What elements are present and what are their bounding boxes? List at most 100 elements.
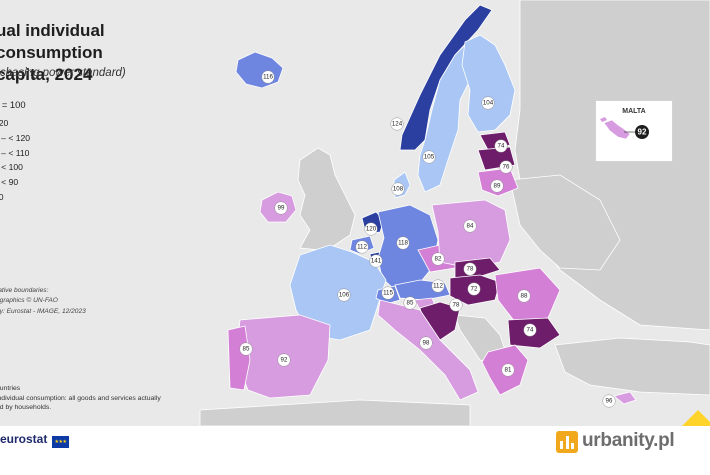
spain-value-marker: [277, 353, 291, 367]
legend-header: 0 = 100: [0, 99, 26, 110]
malta-value-label: 92: [638, 128, 647, 137]
france-value-label: 106: [339, 292, 350, 299]
finland-value-marker: [481, 96, 495, 110]
malta-inset: MALTA 92: [595, 100, 673, 162]
iceland-value-label: 116: [263, 74, 273, 81]
notes-line: rative boundaries:: [0, 287, 49, 294]
spain-value-label: 92: [281, 357, 288, 364]
romania-value-marker: [517, 289, 531, 303]
map-subtitle: rchasing power standard): [0, 67, 126, 79]
portugal-value-marker: [239, 342, 253, 356]
sweden-value-label: 105: [424, 154, 435, 161]
legend-item: – < 100: [0, 162, 23, 173]
footnote: ountries individual consumption: all goo…: [0, 384, 196, 413]
finland-region: [461, 34, 516, 133]
turkey-land: [554, 337, 710, 396]
italy-value-label: 98: [423, 340, 430, 347]
denmark-value-marker: [391, 182, 405, 196]
sweden-value-marker: [422, 150, 436, 164]
denmark-value-label: 108: [393, 186, 404, 193]
belgium-value-label: 112: [357, 244, 367, 251]
lithuania-value-label: 89: [494, 183, 501, 190]
footnote-line: individual consumption: all goods and se…: [0, 394, 161, 402]
norway-value-label: 124: [392, 121, 403, 128]
slovakia-value-marker: [463, 262, 477, 276]
greece-value-marker: [501, 363, 515, 377]
slovenia-value-marker: [403, 296, 417, 310]
czechia-value-marker: [431, 252, 445, 266]
footnote-line: ed by households.: [0, 404, 52, 412]
france-value-marker: [337, 288, 351, 302]
north-africa-land: [199, 399, 471, 426]
iceland-region: [235, 51, 284, 89]
slovenia-value-label: 85: [407, 300, 414, 307]
ukraine-belarus-land: [509, 174, 621, 271]
uk-land: [297, 147, 356, 251]
legend: 0 = 100 120 0 – < 120 0 – < 110 – < 100 …: [0, 98, 30, 205]
lithuania-value-marker: [490, 179, 504, 193]
austria-value-label: 112: [433, 283, 443, 290]
map-area: 124 116 105 104 108 99 120 112 141 118 106 112 115 85…: [0, 0, 710, 426]
austria-value-marker: [431, 279, 445, 293]
norway-value-marker: [390, 117, 404, 131]
footer-bar: [0, 426, 710, 460]
hungary-value-label: 72: [471, 286, 478, 293]
estonia-value-label: 74: [498, 143, 505, 150]
netherlands-value-label: 120: [366, 226, 377, 233]
switzerland-value-label: 115: [383, 290, 393, 297]
luxembourg-value-marker: [369, 254, 383, 268]
legend-item: 120: [0, 118, 9, 128]
iceland-value-marker: [261, 70, 275, 84]
slovakia-value-label: 78: [467, 266, 474, 273]
notes-line: hy: Eurostat - IMAGE, 12/2023: [0, 307, 86, 315]
cyprus-region: [613, 391, 637, 405]
germany-value-label: 118: [398, 240, 408, 247]
latvia-value-marker: [499, 160, 513, 174]
poland-value-label: 84: [467, 223, 474, 230]
map-title: ual individual consumption capita, 2024: [0, 21, 105, 84]
hungary-value-marker: [467, 282, 481, 296]
bulgaria-value-marker: [523, 323, 537, 337]
urbanity-logo-icon: [556, 431, 578, 453]
belgium-value-marker: [355, 240, 369, 254]
legend-item: 0 – < 110: [0, 147, 30, 158]
italy-value-marker: [419, 336, 433, 350]
malta-island: [603, 119, 631, 140]
ireland-value-marker: [274, 201, 288, 215]
germany-value-marker: [396, 236, 410, 250]
footnote-line: ountries: [0, 385, 21, 392]
notes-line: ographics © UN-FAO: [0, 297, 58, 305]
latvia-value-label: 76: [503, 164, 510, 171]
legend-item: – < 90: [0, 177, 19, 188]
estonia-value-marker: [494, 139, 508, 153]
bulgaria-value-label: 74: [527, 327, 534, 334]
gozo-island: [600, 117, 607, 122]
czechia-value-label: 82: [435, 256, 442, 263]
eu-flag-icon: ★★★: [52, 436, 69, 448]
croatia-value-label: 78: [453, 302, 460, 309]
switzerland-value-marker: [381, 286, 395, 300]
romania-value-label: 88: [521, 293, 528, 300]
finland-value-label: 104: [483, 100, 494, 107]
legend-item: 80: [0, 191, 4, 202]
netherlands-value-marker: [364, 222, 378, 236]
italy-region: [377, 299, 479, 401]
map-notes: rative boundaries: ographics © UN-FAO hy…: [0, 286, 86, 317]
poland-value-marker: [463, 219, 477, 233]
ireland-value-label: 99: [278, 205, 285, 212]
poland-region: [431, 199, 511, 269]
malta-inset-map: 92: [600, 117, 649, 140]
cyprus-value-marker: [602, 394, 616, 408]
urbanity-logo-text: urbanity.pl: [582, 430, 675, 451]
croatia-value-marker: [449, 298, 463, 312]
luxembourg-value-label: 141: [371, 258, 382, 265]
europe-map: 124 116 105 104 108 99 120 112 141 118 106 112 115 85…: [199, 0, 710, 426]
malta-inset-title: MALTA: [622, 108, 646, 115]
eurostat-logo: eurostat: [0, 432, 48, 446]
portugal-value-label: 85: [243, 346, 250, 353]
portugal-region: [227, 325, 251, 391]
non-eu-land: [199, 0, 710, 426]
greece-value-label: 81: [505, 367, 512, 374]
malta-value-marker: [635, 125, 649, 139]
cyprus-value-label: 96: [606, 398, 613, 405]
